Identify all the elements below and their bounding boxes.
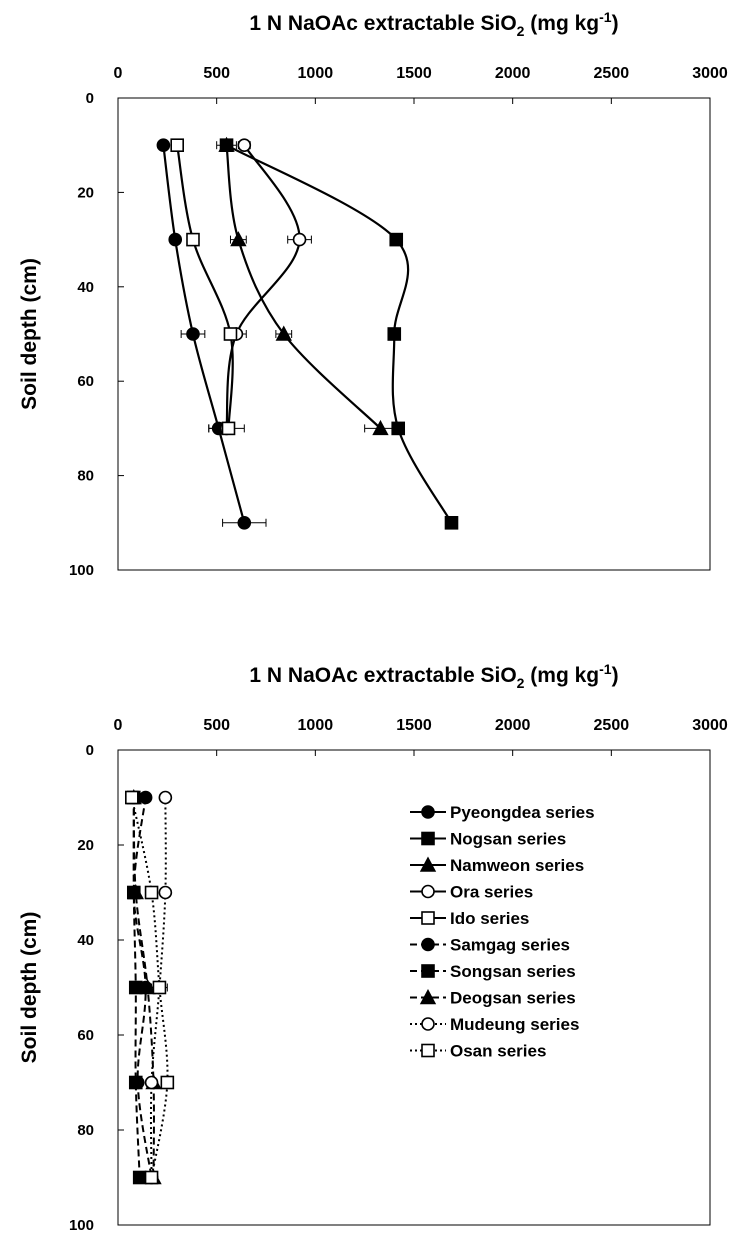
y-tick-label: 20	[77, 184, 94, 201]
chart-title: 1 N NaOAc extractable SiO2 (mg kg-1)	[249, 661, 618, 691]
data-point	[128, 980, 143, 995]
y-tick-label: 60	[77, 1027, 94, 1044]
y-axis-label: Soil depth (cm)	[18, 258, 41, 410]
y-tick-label: 40	[77, 932, 94, 949]
data-point	[156, 138, 171, 152]
y-tick-label: 60	[77, 373, 94, 390]
series-line	[225, 144, 453, 524]
series-line	[130, 797, 169, 1178]
data-point	[218, 136, 235, 152]
legend-label: Samgag series	[450, 936, 570, 955]
legend-label: Songsan series	[450, 962, 576, 981]
legend-label: Nogsan series	[450, 830, 566, 849]
legend-label: Pyeongdea series	[450, 803, 595, 822]
data-point	[237, 515, 252, 530]
series-line	[176, 145, 234, 429]
legend-label: Osan series	[450, 1042, 546, 1061]
x-tick-label: 500	[203, 65, 230, 82]
legend-label: Mudeung series	[450, 1015, 579, 1034]
legend-marker	[419, 989, 437, 1005]
legend-marker	[419, 856, 437, 872]
legend-label: Ido series	[450, 909, 529, 928]
data-point	[132, 1170, 147, 1185]
data-point	[221, 421, 236, 436]
x-tick-label: 3000	[692, 717, 728, 734]
chart-title: 1 N NaOAc extractable SiO2 (mg kg-1)	[249, 9, 618, 39]
data-point	[125, 790, 139, 805]
data-point	[170, 138, 184, 152]
y-tick-label: 0	[86, 742, 94, 759]
x-tick-label: 1000	[298, 65, 334, 82]
legend-label: Namweon series	[450, 856, 584, 875]
data-point	[237, 138, 252, 152]
data-point	[389, 232, 404, 247]
data-point	[230, 231, 247, 247]
y-tick-label: 100	[69, 562, 94, 579]
legend-marker	[421, 884, 435, 899]
data-point	[144, 885, 159, 900]
x-tick-label: 0	[114, 717, 123, 734]
legend-marker	[421, 1043, 435, 1058]
y-tick-label: 100	[69, 1217, 94, 1233]
data-point	[275, 325, 292, 341]
y-tick-label: 80	[77, 1122, 94, 1139]
legend-marker	[421, 805, 435, 819]
x-tick-label: 2000	[495, 717, 531, 734]
data-point	[160, 1075, 175, 1090]
data-point	[138, 790, 153, 805]
y-tick-label: 0	[86, 90, 94, 107]
y-tick-label: 20	[77, 837, 94, 854]
chart-panel-2: 0 500 1000 1500 2000 2500 3000 0 20 40 60 80 100 Soil…	[18, 717, 728, 1233]
chart-panel-1: 0 500 1000 1500 2000 2500 3000 0 20 40 60 80 100 Soil…	[18, 65, 728, 579]
x-tick-label: 2500	[594, 65, 630, 82]
legend: Pyeongdea series Nogsan series Namweon ser…	[410, 803, 595, 1061]
series-4	[208, 138, 312, 436]
legend-marker	[421, 964, 435, 978]
data-point	[158, 885, 173, 900]
data-point	[168, 232, 183, 247]
series-3	[218, 136, 397, 436]
plot-frame	[117, 749, 711, 1226]
legend-marker	[421, 911, 435, 925]
series-10	[125, 790, 175, 1185]
y-tick-label: 80	[77, 468, 94, 485]
y-tick-label: 40	[77, 279, 94, 296]
x-tick-label: 3000	[692, 65, 728, 82]
data-point	[223, 327, 238, 341]
series-line	[225, 144, 301, 429]
x-tick-label: 0	[114, 65, 123, 82]
data-point	[292, 232, 307, 247]
data-point	[127, 884, 144, 900]
y-axis-label: Soil depth (cm)	[18, 912, 41, 1064]
legend-label: Deogsan series	[450, 989, 576, 1008]
data-point	[158, 790, 173, 805]
data-point	[144, 1170, 159, 1185]
series-5	[170, 138, 238, 436]
x-tick-label: 2500	[594, 717, 630, 734]
x-tick-label: 1500	[396, 65, 432, 82]
legend-marker	[421, 831, 435, 846]
plot-frame	[117, 97, 711, 571]
data-point	[387, 327, 402, 341]
series-2	[216, 138, 459, 530]
x-tick-label: 2000	[495, 65, 531, 82]
x-tick-label: 1500	[396, 717, 432, 734]
data-point	[444, 515, 459, 530]
data-point	[144, 1075, 159, 1090]
data-point	[186, 327, 200, 341]
data-point	[372, 419, 389, 436]
series-line	[225, 145, 382, 430]
data-point	[128, 1075, 143, 1090]
legend-marker	[421, 937, 435, 952]
legend-marker	[421, 1017, 435, 1031]
series-1	[156, 138, 267, 530]
x-tick-label: 1000	[298, 717, 334, 734]
legend-label: Ora series	[450, 883, 533, 902]
x-tick-label: 500	[203, 717, 230, 734]
data-point	[152, 980, 167, 995]
data-point	[186, 232, 200, 247]
